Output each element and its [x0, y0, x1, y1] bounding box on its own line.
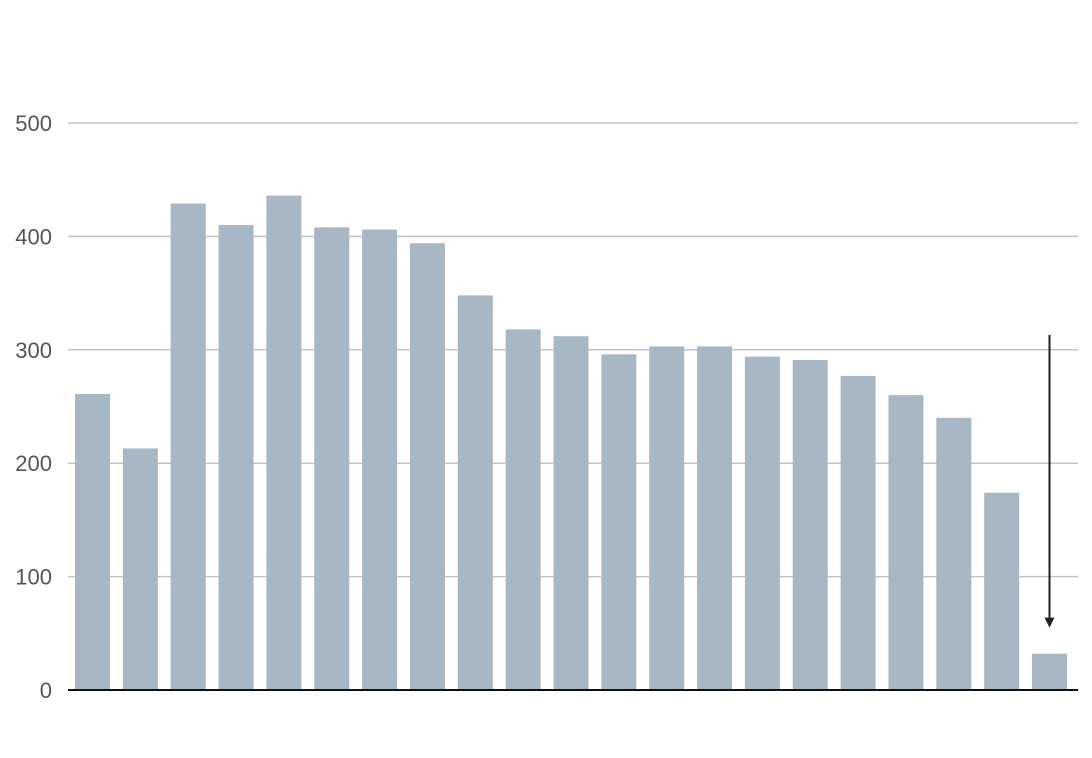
- bar: [457, 295, 493, 690]
- bars: [75, 195, 1067, 691]
- bar: [122, 448, 158, 690]
- bar: [170, 203, 206, 690]
- bar: [314, 227, 350, 690]
- y-tick-label: 300: [15, 338, 52, 363]
- bar: [75, 394, 110, 690]
- bar: [409, 243, 445, 691]
- y-tick-label: 500: [15, 111, 52, 136]
- bar: [362, 229, 398, 690]
- bar: [792, 360, 828, 690]
- bar: [601, 354, 637, 690]
- bar: [218, 225, 254, 690]
- annotation-arrow: [1044, 335, 1055, 628]
- bar: [744, 356, 780, 690]
- y-tick-label: 0: [40, 678, 52, 703]
- bar: [505, 329, 541, 690]
- bar: [553, 336, 589, 690]
- y-axis-tick-labels: 0 100 200 300 400 500: [15, 111, 52, 703]
- bar: [266, 195, 302, 691]
- bar: [984, 492, 1020, 690]
- arrow-head: [1044, 617, 1055, 628]
- y-tick-label: 200: [15, 451, 52, 476]
- y-tick-label: 100: [15, 565, 52, 590]
- bar: [888, 395, 924, 690]
- bar: [649, 346, 685, 690]
- bar: [697, 346, 733, 690]
- bar: [1032, 653, 1067, 690]
- y-tick-label: 400: [15, 224, 52, 249]
- bar: [936, 417, 972, 690]
- bar: [840, 375, 876, 690]
